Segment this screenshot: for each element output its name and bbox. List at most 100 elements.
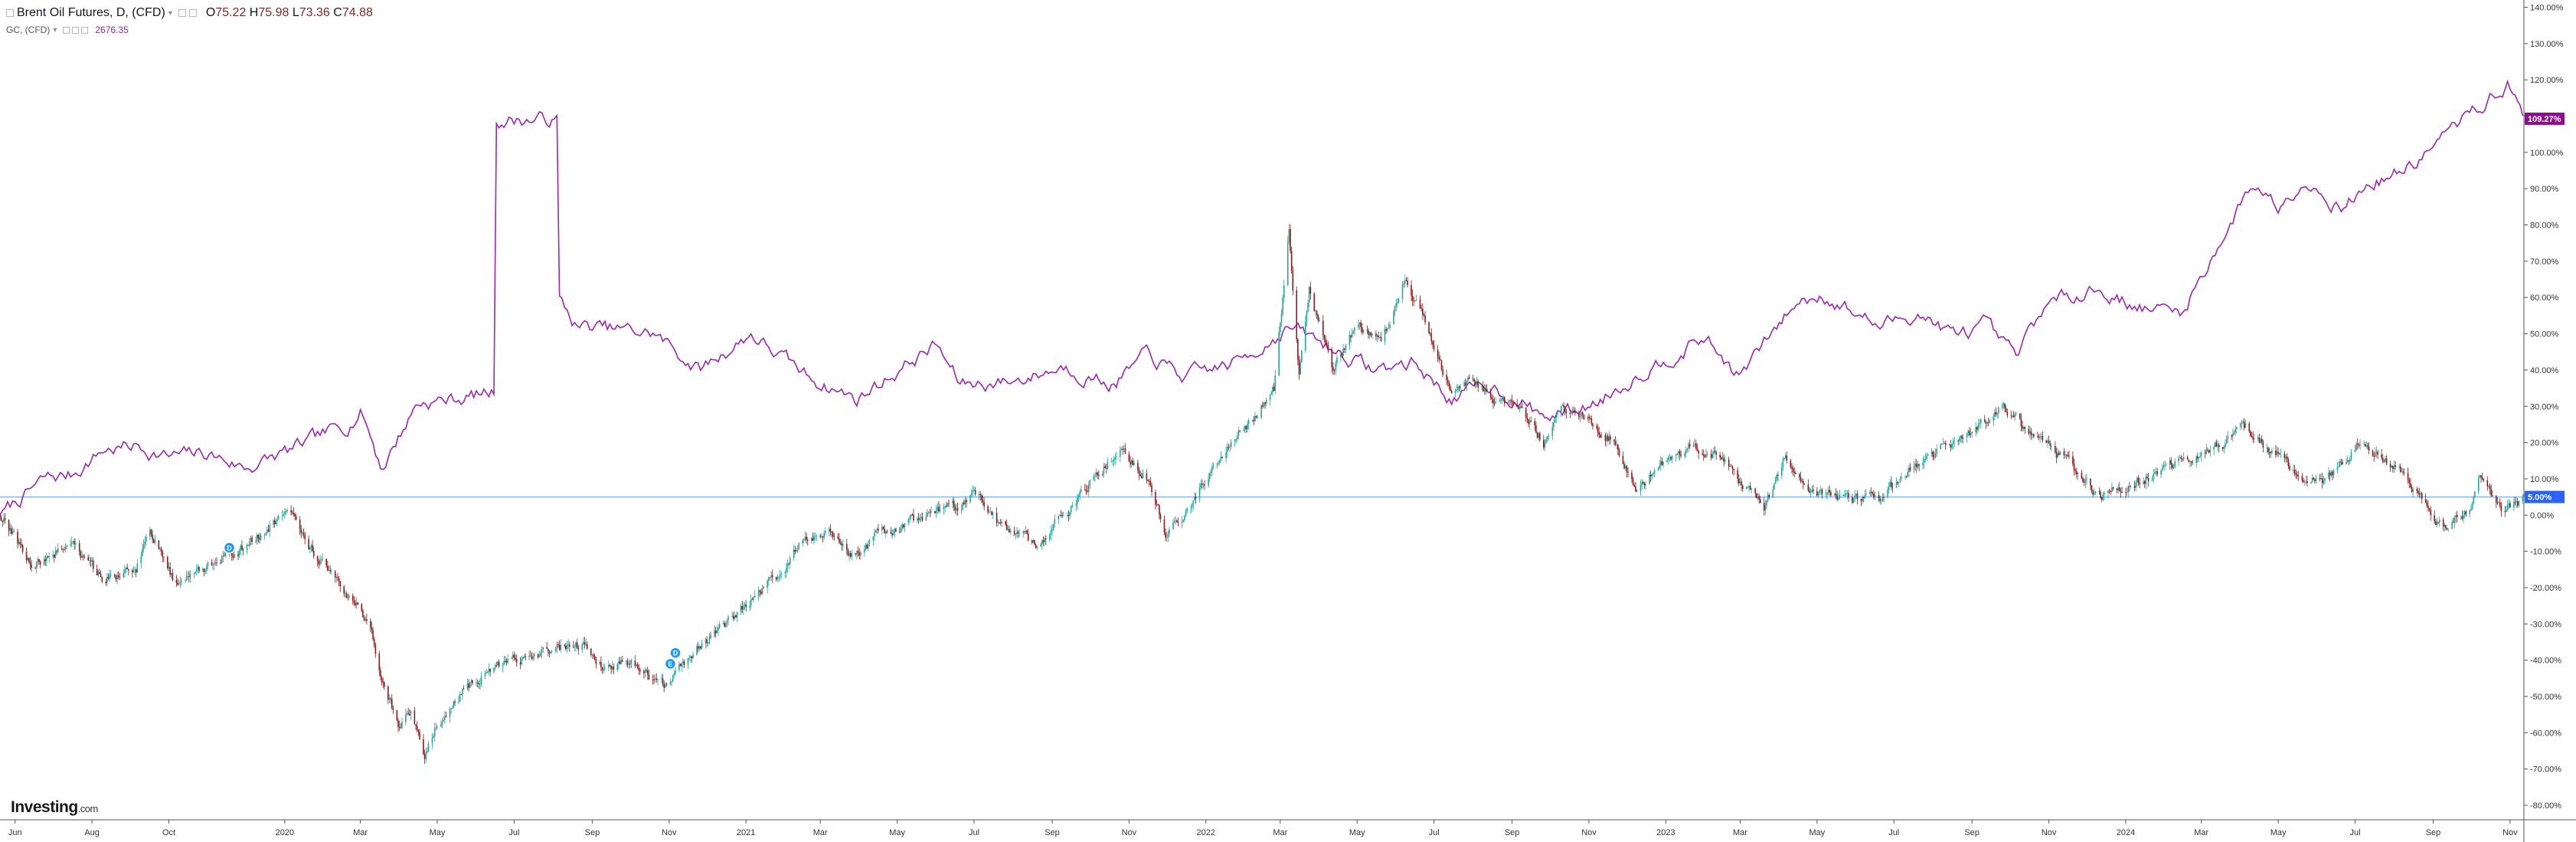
candle-body <box>181 580 182 582</box>
event-marker[interactable]: D <box>223 542 236 554</box>
candle-body <box>1464 382 1466 385</box>
event-marker[interactable]: D <box>669 647 682 659</box>
candle-body <box>2504 511 2506 513</box>
event-marker[interactable]: E <box>664 657 677 670</box>
candle-body <box>348 595 350 598</box>
candle-body <box>1702 454 1705 456</box>
candle <box>1411 290 1414 306</box>
candle <box>1694 438 1696 447</box>
candle <box>2002 401 2005 409</box>
candle <box>1360 319 1362 333</box>
candle <box>2280 448 2282 459</box>
candle <box>1733 468 1735 476</box>
event-marker-dot[interactable] <box>223 542 236 554</box>
visibility-toggle-icon[interactable] <box>178 9 186 17</box>
x-axis[interactable]: Jun Aug Oct 2020 Mar May Jul Sep Nov 2021 Mar May Ju… <box>0 819 2576 837</box>
candle <box>1623 461 1625 470</box>
candle <box>1026 529 1028 535</box>
candle <box>1036 545 1038 551</box>
candle <box>581 642 584 654</box>
event-marker-dot[interactable] <box>669 647 682 659</box>
candle-body <box>505 660 506 662</box>
candle-body <box>529 655 531 657</box>
candle <box>1208 473 1209 488</box>
candle-body <box>1407 280 1408 286</box>
candle <box>2241 419 2243 430</box>
candle <box>1957 439 1959 446</box>
candle <box>796 545 799 553</box>
candle-body <box>2401 471 2403 473</box>
y-axis[interactable]: 140.00%130.00%120.00%110.00%100.00%90.00… <box>2523 0 2565 842</box>
candle <box>2479 474 2481 479</box>
candle-body <box>234 554 235 558</box>
candle <box>1680 450 1682 458</box>
candle <box>1889 479 1891 487</box>
candle <box>1123 444 1125 452</box>
candle-body <box>1617 444 1619 450</box>
settings-icon[interactable] <box>72 26 80 34</box>
candle-body <box>2354 450 2356 453</box>
visibility-toggle-icon[interactable] <box>63 26 70 34</box>
event-marker-dot[interactable] <box>664 657 677 670</box>
candle <box>106 573 108 587</box>
candle-body <box>232 556 234 558</box>
candle <box>819 533 822 539</box>
candle <box>1626 465 1628 478</box>
candle <box>607 660 610 672</box>
candle <box>2354 444 2356 453</box>
candle <box>1159 503 1160 519</box>
candle <box>250 535 252 546</box>
candle-body <box>2508 503 2510 506</box>
plot-area[interactable]: DED <box>0 79 2525 765</box>
candle-body <box>1791 467 1793 468</box>
candle-body <box>1253 420 1255 422</box>
candle-body <box>1571 410 1574 414</box>
candle-body <box>1013 530 1015 535</box>
candle <box>126 563 128 569</box>
candle-body <box>1897 481 1898 483</box>
candle-body <box>170 572 172 575</box>
x-tick-label: Nov <box>662 828 677 837</box>
chevron-down-icon[interactable]: ▾ <box>53 25 57 34</box>
candle-body <box>750 599 752 606</box>
candle <box>181 577 182 587</box>
candle-body <box>855 553 857 555</box>
candle-body <box>663 684 665 688</box>
candle <box>1079 489 1081 500</box>
x-tick-label: Aug <box>84 828 100 837</box>
candle <box>2135 480 2136 492</box>
candle <box>917 513 920 524</box>
candle <box>1450 389 1453 394</box>
candle-body <box>1163 519 1165 533</box>
candle <box>1308 285 1310 307</box>
chevron-down-icon[interactable]: ▾ <box>168 8 172 18</box>
candle-body <box>1667 457 1669 460</box>
candle-body <box>1105 468 1107 469</box>
settings-icon[interactable] <box>188 9 197 17</box>
candle-body <box>18 542 20 544</box>
candle-body <box>904 523 906 528</box>
candle <box>1842 494 1845 496</box>
candle <box>1362 329 1365 334</box>
candle <box>2032 433 2034 440</box>
candle <box>427 741 430 752</box>
candle-body <box>2083 482 2085 483</box>
remove-icon[interactable] <box>81 26 89 34</box>
candle-body <box>2045 440 2048 443</box>
candle <box>2076 467 2077 480</box>
candle-body <box>1616 444 1618 445</box>
candle-body <box>392 708 394 710</box>
candle <box>1768 493 1770 500</box>
candle-body <box>185 576 188 581</box>
candle <box>1512 400 1515 405</box>
candle <box>590 647 592 657</box>
candle-body <box>2019 413 2021 419</box>
collapse-legend-icon[interactable] <box>6 9 14 17</box>
candle <box>735 614 737 618</box>
candle <box>1548 433 1550 441</box>
candle <box>786 562 787 578</box>
candle-body <box>714 631 715 637</box>
candle <box>636 662 637 667</box>
candle <box>1899 476 1901 483</box>
